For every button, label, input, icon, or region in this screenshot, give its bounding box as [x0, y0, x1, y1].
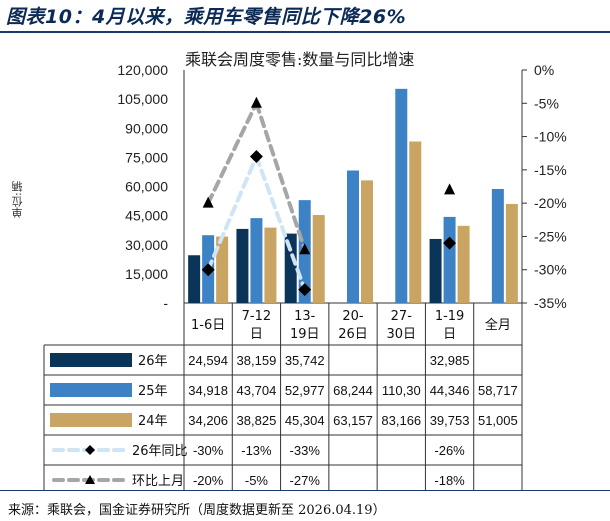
y-tick-label: 120,000 — [117, 62, 168, 78]
bar-24年 — [216, 236, 229, 303]
table-cell: 32,985 — [430, 353, 470, 368]
bar-25年 — [395, 88, 408, 303]
y2-tick-label: -25% — [534, 228, 567, 244]
table-cell: -30% — [193, 443, 224, 458]
table-cell: 58,717 — [478, 383, 518, 398]
bar-26年 — [236, 228, 249, 303]
line-26年同比 — [254, 154, 307, 292]
figure-title: 图表10：4月以来，乘用车零售同比下降26% — [6, 6, 407, 28]
legend-label: 26年同比 — [132, 444, 188, 459]
table-cell: 45,304 — [285, 413, 325, 428]
bar-26年 — [188, 255, 201, 303]
y-tick-label: 75,000 — [125, 149, 168, 165]
y-tick-label: 45,000 — [125, 208, 168, 224]
x-category-label: 13- — [294, 309, 316, 324]
x-category-label: 26日 — [338, 327, 368, 342]
y2-tick-label: -10% — [534, 129, 567, 145]
source-note: 来源：乘联会，国金证券研究所（周度数据更新至 2026.04.19） — [8, 503, 386, 518]
bar-26年 — [284, 233, 297, 303]
legend-label: 环比上月 — [132, 474, 184, 489]
chart-title: 乘联会周度零售:数量与同比增速 — [185, 50, 415, 69]
bar-25年 — [443, 216, 456, 303]
y-tick-label: - — [163, 295, 168, 311]
x-category-label: 日 — [443, 327, 456, 342]
x-category-label: 1-6日 — [191, 318, 225, 333]
bar-25年 — [250, 218, 263, 303]
y2-tick-label: 0% — [534, 62, 554, 78]
bar-24年 — [361, 180, 373, 303]
table-cell: 52,977 — [285, 383, 325, 398]
table-cell: 38,825 — [237, 413, 277, 428]
x-category-label: 全月 — [485, 317, 511, 333]
chart-canvas: 120,000 105,000 90,000 75,000 60,000 45,000 30… — [43, 62, 567, 490]
y2-tick-label: -30% — [534, 262, 567, 278]
bar-24年 — [264, 227, 277, 303]
table-cell: -13% — [241, 443, 272, 458]
legend-label: 24年 — [138, 414, 168, 429]
table-cell: 83,166 — [381, 413, 421, 428]
table-cell: 39,753 — [430, 413, 470, 428]
table-cell: -33% — [290, 443, 321, 458]
table-cell: 35,742 — [285, 353, 325, 368]
table-cell: 43,704 — [237, 383, 277, 398]
line-环比上月 — [254, 101, 307, 252]
line-环比上月 — [206, 101, 259, 206]
y2-tick-label: -35% — [534, 295, 567, 311]
table-cell: 68,244 — [333, 383, 373, 398]
legend-swatch-26年 — [50, 353, 132, 367]
x-category-label: 27- — [391, 309, 413, 324]
y2-tick-label: -20% — [534, 195, 567, 211]
marker-26年同比 — [201, 263, 215, 277]
bar-24年 — [505, 203, 518, 303]
table-cell: 34,206 — [188, 413, 228, 428]
marker-环比上月 — [202, 196, 214, 208]
bar-24年 — [312, 215, 325, 303]
title-divider — [0, 31, 610, 33]
y2-tick-label: -5% — [534, 95, 559, 111]
source-divider — [0, 490, 610, 491]
table-cell: -18% — [434, 473, 465, 488]
legend-marker-26年同比 — [85, 445, 95, 455]
bar-25年 — [491, 188, 504, 303]
table-cell: -26% — [434, 443, 465, 458]
table-cell: 34,918 — [188, 383, 228, 398]
bar-24年 — [457, 225, 470, 303]
y-tick-label: 15,000 — [125, 266, 168, 282]
marker-26年同比 — [443, 236, 457, 250]
table-cell: -20% — [193, 473, 224, 488]
table-cell: 44,346 — [430, 383, 470, 398]
marker-26年同比 — [298, 283, 312, 297]
x-category-label: 日 — [250, 327, 263, 342]
x-category-label: 1-19 — [435, 309, 465, 324]
x-category-label: 30日 — [387, 327, 417, 342]
legend-label: 26年 — [138, 354, 168, 369]
legend-swatch-24年 — [50, 413, 132, 427]
y-tick-label: 105,000 — [117, 91, 168, 107]
table-cell: 38,159 — [237, 353, 277, 368]
marker-环比上月 — [250, 96, 262, 108]
legend-marker-环比上月 — [85, 475, 95, 484]
bar-25年 — [347, 170, 359, 303]
table-cell: 51,005 — [478, 413, 518, 428]
marker-环比上月 — [299, 243, 311, 255]
y-tick-label: 30,000 — [125, 237, 168, 253]
legend-label: 25年 — [138, 384, 168, 399]
y-tick-label: 60,000 — [125, 179, 168, 195]
y-tick-label: 90,000 — [125, 120, 168, 136]
table-cell: -5% — [245, 473, 269, 488]
table-cell: 63,157 — [333, 413, 373, 428]
marker-环比上月 — [444, 183, 456, 195]
table-cell: 24,594 — [188, 353, 228, 368]
x-category-label: 19日 — [290, 327, 320, 342]
x-category-label: 7-12 — [242, 309, 272, 324]
bar-24年 — [409, 141, 422, 303]
table-cell: 110,30 — [382, 383, 421, 398]
marker-26年同比 — [249, 150, 263, 164]
legend-swatch-25年 — [50, 383, 132, 397]
table-cell: -27% — [290, 473, 321, 488]
x-category-label: 20- — [342, 309, 364, 324]
line-26年同比 — [206, 154, 259, 272]
y2-tick-label: -15% — [534, 162, 567, 178]
bar-26年 — [429, 238, 442, 303]
